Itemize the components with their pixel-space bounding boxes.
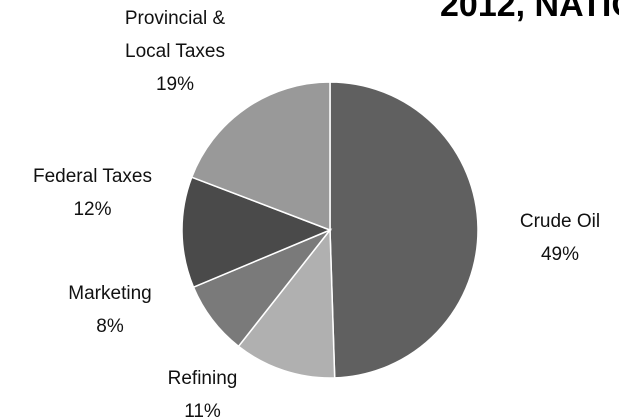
label-value: 8% bbox=[96, 316, 124, 337]
label-value: 12% bbox=[73, 199, 112, 220]
pie-slice bbox=[190, 81, 331, 232]
label-value: 49% bbox=[540, 244, 580, 265]
pie-slice bbox=[329, 81, 479, 379]
data-label: Marketing 8% bbox=[50, 277, 170, 343]
data-label: Crude Oil 49% bbox=[505, 205, 615, 271]
pie-slice bbox=[237, 227, 336, 379]
data-label: Provincial & Local Taxes 19% bbox=[100, 2, 250, 101]
pie-slice bbox=[181, 176, 333, 289]
label-name: Marketing bbox=[68, 283, 152, 304]
label-value: 11% bbox=[184, 401, 221, 420]
label-value: 19% bbox=[155, 74, 195, 95]
label-name: Provincial & Local Taxes bbox=[124, 8, 226, 62]
data-label: Refining 11% bbox=[145, 362, 260, 420]
label-name: Refining bbox=[167, 368, 238, 389]
chart-title: 2012, NATIONAL bbox=[440, 0, 619, 24]
label-name: Crude Oil bbox=[519, 211, 601, 232]
label-name: Federal Taxes bbox=[33, 166, 152, 187]
data-label: Federal Taxes 12% bbox=[10, 160, 175, 226]
